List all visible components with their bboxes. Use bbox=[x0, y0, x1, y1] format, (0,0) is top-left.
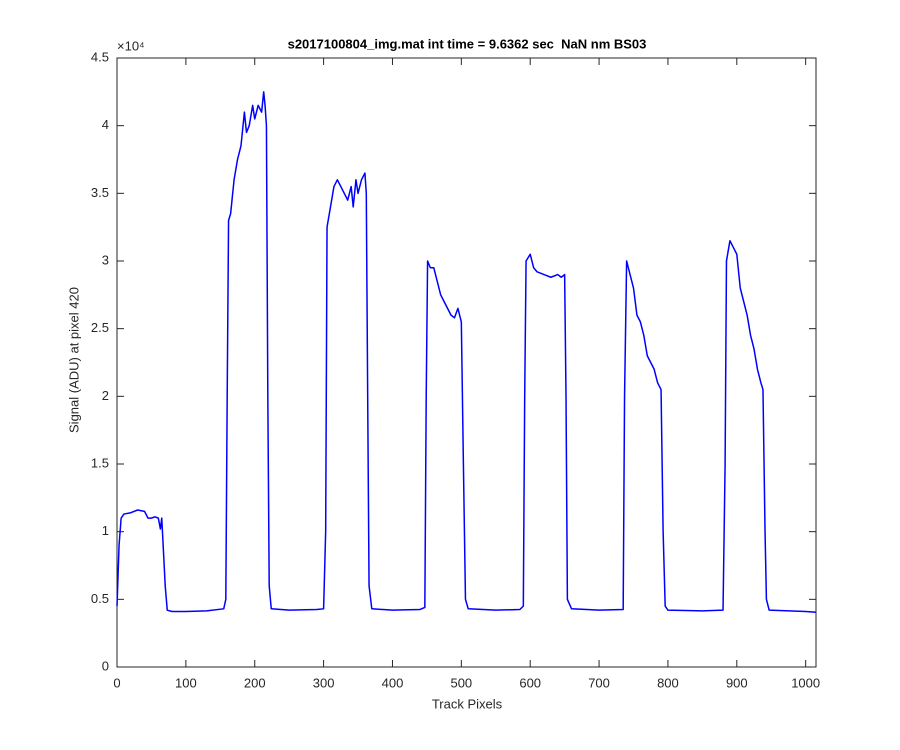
y-exponent: ×10⁴ bbox=[117, 38, 145, 53]
plot-frame bbox=[116, 57, 817, 668]
x-tick-label: 600 bbox=[519, 675, 541, 690]
y-tick-label: 3.5 bbox=[91, 185, 109, 200]
y-tick-label: 2 bbox=[102, 388, 109, 403]
y-axis-label: Signal (ADU) at pixel 420 bbox=[66, 287, 81, 433]
y-tick-label: 3 bbox=[102, 252, 109, 267]
x-tick-label: 200 bbox=[244, 675, 266, 690]
x-axis-label: Track Pixels bbox=[432, 696, 503, 711]
x-tick-label: 900 bbox=[726, 675, 748, 690]
x-tick-label: 300 bbox=[313, 675, 335, 690]
x-tick-label: 100 bbox=[175, 675, 197, 690]
chart-title: s2017100804_img.mat int time = 9.6362 se… bbox=[288, 36, 647, 51]
x-tick-label: 1000 bbox=[791, 675, 820, 690]
x-tick-label: 500 bbox=[450, 675, 472, 690]
y-tick-label: 4 bbox=[102, 117, 109, 132]
x-tick-label: 700 bbox=[588, 675, 610, 690]
x-tick-label: 400 bbox=[382, 675, 404, 690]
y-tick-label: 0 bbox=[102, 658, 109, 673]
x-tick-label: 0 bbox=[113, 675, 120, 690]
data-line bbox=[116, 91, 817, 613]
y-tick-label: 0.5 bbox=[91, 591, 109, 606]
y-tick-label: 2.5 bbox=[91, 320, 109, 335]
x-tick-label: 800 bbox=[657, 675, 679, 690]
y-tick-label: 1 bbox=[102, 523, 109, 538]
y-tick-label: 1.5 bbox=[91, 455, 109, 470]
y-tick-label: 4.5 bbox=[91, 49, 109, 64]
